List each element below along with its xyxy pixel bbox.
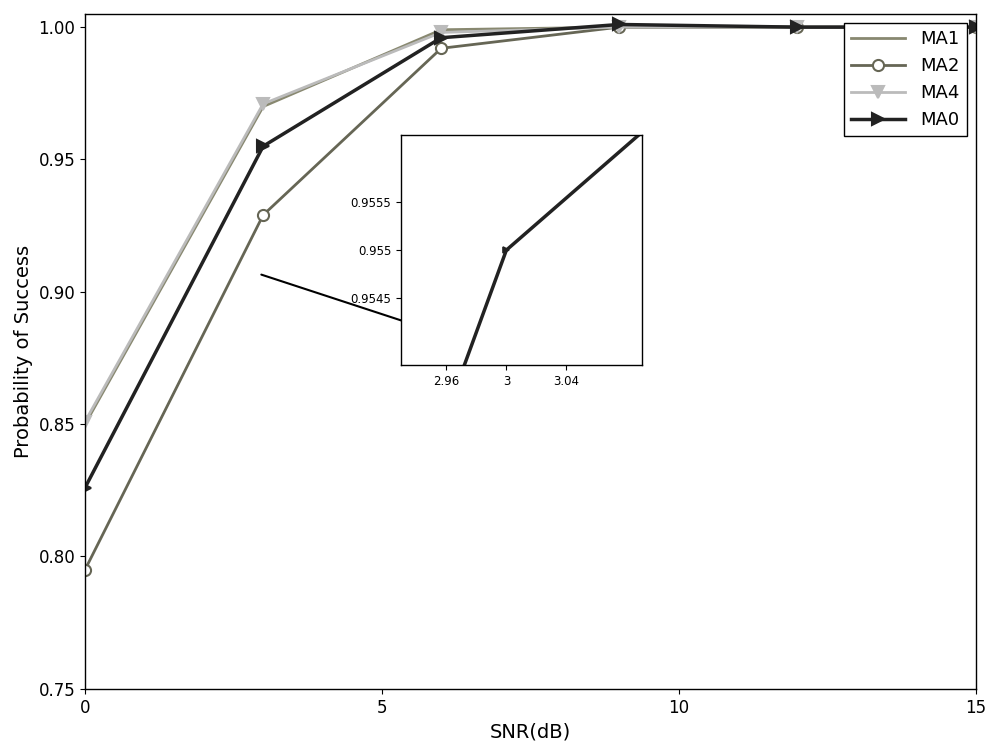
MA4 xyxy=(257,100,269,109)
Line: MA1: MA1 xyxy=(85,27,976,424)
MA0 xyxy=(435,33,447,42)
MA0 xyxy=(791,23,803,32)
Line: MA2: MA2 xyxy=(79,22,981,575)
MA2 xyxy=(970,23,982,32)
MA2 xyxy=(257,211,269,220)
MA0 xyxy=(79,483,91,492)
Line: MA4: MA4 xyxy=(79,22,981,427)
MA2 xyxy=(791,23,803,32)
MA0 xyxy=(257,142,269,151)
MA0 xyxy=(970,23,982,32)
Legend: MA1, MA2, MA4, MA0: MA1, MA2, MA4, MA0 xyxy=(844,23,967,137)
MA1 xyxy=(435,25,447,34)
MA1 xyxy=(791,23,803,32)
MA4 xyxy=(613,23,625,32)
MA1 xyxy=(970,23,982,32)
Line: MA0: MA0 xyxy=(79,19,981,493)
MA1 xyxy=(613,23,625,32)
MA0 xyxy=(613,20,625,29)
MA1 xyxy=(79,420,91,429)
MA1 xyxy=(257,102,269,111)
MA2 xyxy=(79,565,91,575)
MA4 xyxy=(79,417,91,426)
MA2 xyxy=(435,44,447,53)
X-axis label: SNR(dB): SNR(dB) xyxy=(490,722,571,741)
MA4 xyxy=(791,23,803,32)
MA4 xyxy=(435,28,447,37)
MA2 xyxy=(613,23,625,32)
Y-axis label: Probability of Success: Probability of Success xyxy=(14,245,33,458)
MA4 xyxy=(970,23,982,32)
